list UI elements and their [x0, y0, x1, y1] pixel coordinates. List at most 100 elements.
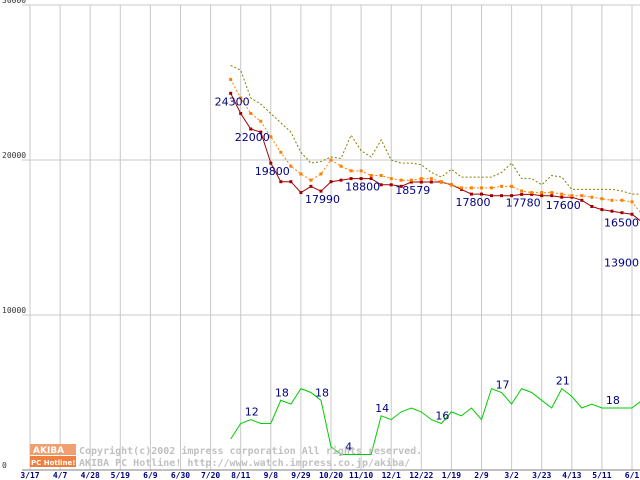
series-point [359, 169, 363, 173]
price-label: 18800 [345, 181, 380, 194]
series-line [230, 79, 640, 213]
series-point [500, 194, 504, 198]
series-point [359, 177, 363, 181]
count-label: 14 [375, 402, 389, 415]
series-point [389, 177, 393, 181]
series-point [550, 194, 554, 198]
series-point [279, 150, 283, 154]
series-point [339, 164, 343, 168]
series-point [429, 177, 433, 181]
series-point [369, 174, 373, 177]
x-tick-label: 3/17 [20, 471, 39, 480]
series-point [279, 180, 283, 184]
x-tick-label: 3/2 [504, 471, 519, 480]
series-point [379, 183, 383, 187]
series-point [580, 194, 584, 198]
series-point [269, 135, 273, 139]
series-point [409, 178, 413, 182]
logo-bottom-box [30, 456, 76, 467]
count-label: 16 [435, 410, 449, 423]
series-point [319, 172, 323, 176]
logo-top-text: AKIBA [33, 446, 64, 456]
count-label: 17 [496, 379, 510, 392]
series-point [289, 180, 293, 184]
series-point [379, 174, 383, 177]
x-tick-label: 1/19 [442, 471, 461, 480]
x-tick-label: 9/29 [291, 471, 310, 480]
series-point [399, 178, 403, 182]
series-point [299, 191, 303, 195]
site-url-line: AKIBA PC Hotline! http://www.watch.impre… [79, 457, 410, 469]
series-point [530, 192, 534, 196]
logo-bottom-text: PC Hotline! [31, 459, 75, 467]
x-tick-label: 5/19 [111, 471, 130, 480]
series-point [339, 178, 343, 182]
series-point [610, 209, 614, 213]
series-point [560, 192, 564, 196]
series-point [480, 192, 483, 196]
count-label: 21 [556, 375, 570, 388]
series-point [399, 184, 403, 188]
logo-top-box [30, 444, 76, 455]
y-tick-label: 10000 [2, 306, 26, 315]
watermark: AKIBA PC Hotline! Copyright(c)2002 impre… [30, 444, 422, 469]
series-point [409, 180, 413, 184]
series-point [309, 178, 313, 182]
series-point [239, 112, 243, 115]
count-label: 18 [275, 386, 289, 399]
series-point [600, 197, 604, 201]
series-point [469, 186, 473, 190]
y-tick-label: 30000 [2, 0, 26, 5]
series-point [510, 184, 514, 188]
series-point [540, 194, 544, 198]
price-label: 17780 [506, 196, 541, 209]
series-point [530, 191, 534, 195]
y-axis-labels: 0 10000 20000 30000 [2, 0, 26, 470]
x-tick-label: 5/11 [592, 471, 611, 480]
series-point [419, 180, 423, 184]
series-point [449, 183, 453, 187]
x-tick-label: 7/20 [201, 471, 220, 480]
series-point [490, 186, 494, 190]
series-point [520, 192, 524, 196]
count-label: 18 [606, 394, 620, 407]
series-point [580, 198, 584, 202]
x-tick-label: 8/11 [231, 471, 250, 480]
series-point [600, 208, 604, 212]
price-label: 18579 [395, 184, 430, 197]
price-label: 17800 [455, 196, 490, 209]
x-tick-label: 4/28 [81, 471, 100, 480]
count-label: 18 [315, 386, 329, 399]
series-point [490, 194, 494, 198]
series-point [429, 180, 433, 184]
price-label: 16500 [604, 216, 639, 229]
series-point [550, 191, 554, 195]
series-point [480, 186, 483, 190]
price-label: 22000 [235, 131, 270, 144]
series-point [259, 130, 263, 134]
series-point [349, 169, 353, 173]
series-point [249, 112, 253, 115]
series-point [229, 91, 233, 95]
x-tick-label: 9/8 [264, 471, 279, 480]
series-point [560, 195, 564, 199]
series-point [620, 198, 624, 202]
series-point [439, 180, 443, 184]
series-point [349, 177, 353, 181]
price-label: 13900 [604, 257, 639, 270]
x-tick-label: 12/22 [409, 471, 433, 480]
series-point [630, 212, 634, 216]
series-point [570, 194, 574, 198]
series-point [500, 184, 504, 188]
series-point [249, 127, 253, 131]
series-point [299, 172, 303, 176]
price-label: 17990 [305, 193, 340, 206]
x-tick-label: 6/9 [143, 471, 158, 480]
series-point [329, 180, 333, 184]
copyright-line: Copyright(c)2002 impress corporation All… [79, 445, 422, 457]
x-tick-label: 10/20 [319, 471, 343, 480]
series-point [289, 164, 293, 168]
x-tick-label: 4/7 [53, 471, 68, 480]
series-point [419, 177, 423, 181]
